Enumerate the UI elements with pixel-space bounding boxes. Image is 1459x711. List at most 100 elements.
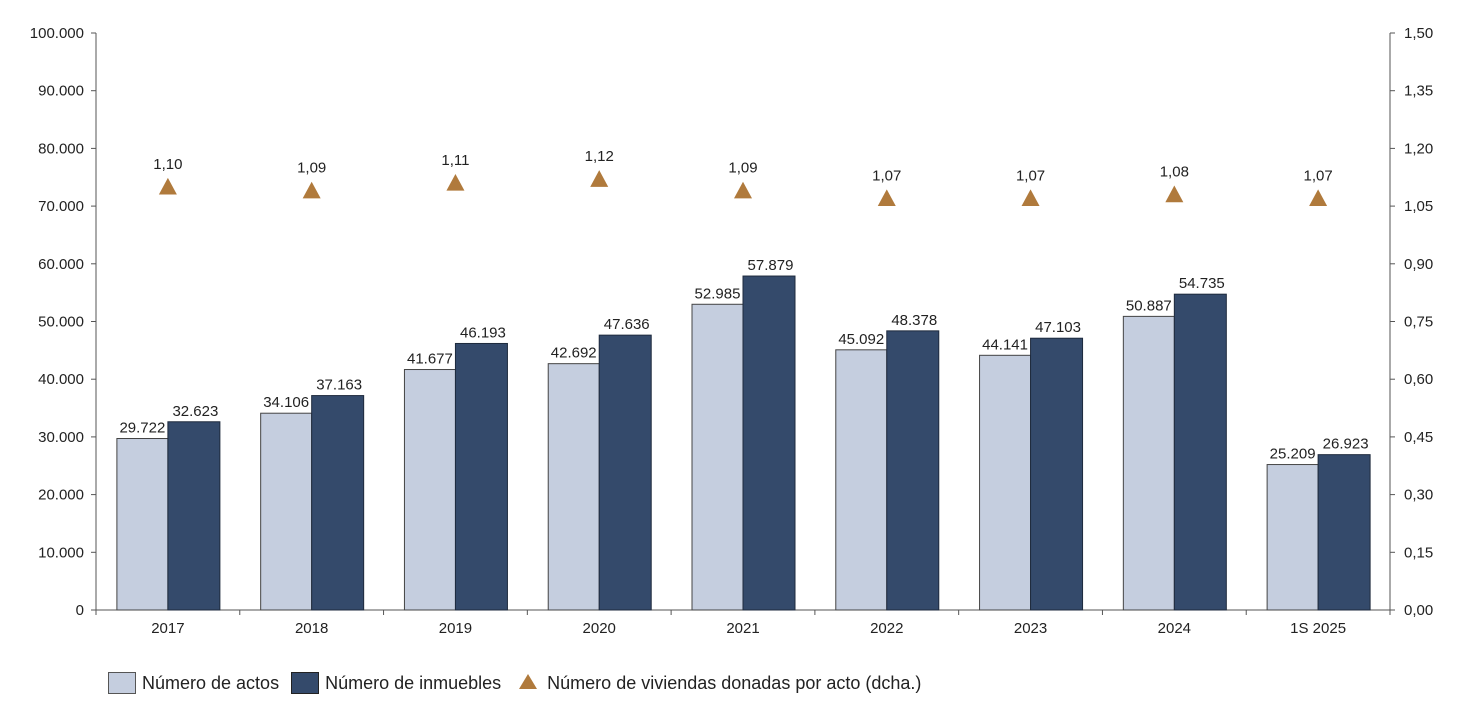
data-label-actos: 41.677 <box>407 351 453 368</box>
marker-viviendas <box>1165 185 1184 203</box>
y-right-tick-label: 1,35 <box>1404 83 1433 100</box>
bar-inmuebles <box>311 395 365 611</box>
legend-swatch-actos <box>108 672 136 694</box>
data-label-inmuebles: 48.378 <box>891 312 937 329</box>
data-label-inmuebles: 32.623 <box>172 403 218 420</box>
markers <box>158 170 1328 207</box>
legend-label-actos: Número de actos <box>142 672 280 693</box>
marker-viviendas <box>1021 189 1040 207</box>
marker-viviendas <box>302 181 321 199</box>
y-right-tick-label: 0,00 <box>1404 602 1433 619</box>
bar-inmuebles <box>886 330 940 611</box>
legend-label-inmuebles: Número de inmuebles <box>325 672 502 693</box>
data-label-viviendas: 1,07 <box>1016 167 1045 184</box>
data-label-viviendas: 1,09 <box>728 160 757 177</box>
bar-inmuebles <box>454 342 508 611</box>
data-label-inmuebles: 47.103 <box>1035 319 1081 336</box>
data-label-viviendas: 1,09 <box>297 160 326 177</box>
x-tick-label: 2019 <box>439 620 472 637</box>
bar-inmuebles <box>167 421 221 611</box>
y-right-tick-label: 1,05 <box>1404 198 1433 215</box>
bar-inmuebles <box>1317 454 1371 611</box>
y-right-tick-label: 1,50 <box>1404 25 1433 42</box>
marker-viviendas <box>877 189 896 207</box>
x-tick-label: 2021 <box>726 620 759 637</box>
y-right-tick-label: 1,20 <box>1404 140 1433 157</box>
data-label-actos: 50.887 <box>1126 297 1172 314</box>
data-label-actos: 25.209 <box>1270 446 1316 463</box>
data-label-inmuebles: 57.879 <box>748 257 794 274</box>
bar-actos <box>403 369 456 611</box>
x-tick-label: 2023 <box>1014 620 1047 637</box>
y-left-tick-label: 90.000 <box>38 83 84 100</box>
bar-actos <box>1122 315 1175 611</box>
data-label-inmuebles: 46.193 <box>460 324 506 341</box>
bar-inmuebles <box>742 275 796 611</box>
marker-viviendas <box>734 181 752 199</box>
y-right-tick-label: 0,60 <box>1404 371 1433 388</box>
legend-label-viviendas: Número de viviendas donadas por acto (dc… <box>547 672 922 693</box>
y-left-tick-label: 20.000 <box>38 487 84 504</box>
combo-bar-chart: 0 10.000 20.000 30.000 40.000 50.000 60.000 70.… <box>30 25 1433 637</box>
marker-viviendas <box>590 170 609 187</box>
data-label-viviendas: 1,08 <box>1160 164 1189 181</box>
legend-item-viviendas[interactable]: Número de viviendas donadas por acto (dc… <box>513 673 921 694</box>
legend-item-inmuebles[interactable]: Número de inmuebles <box>291 672 501 694</box>
data-label-actos: 29.722 <box>119 420 165 437</box>
axes: 0 10.000 20.000 30.000 40.000 50.000 60.000 70.… <box>30 25 1433 637</box>
bar-actos <box>835 349 888 611</box>
data-label-viviendas: 1,10 <box>153 156 182 173</box>
y-right-tick-label: 0,45 <box>1404 429 1433 446</box>
legend: Número de actos Número de inmuebles Núme… <box>108 672 933 694</box>
y-left-tick-label: 40.000 <box>38 371 84 388</box>
triangle-icon <box>519 673 538 689</box>
y-left-tick-label: 60.000 <box>38 256 84 273</box>
data-label-viviendas: 1,12 <box>585 148 614 165</box>
y-right-tick-label: 0,15 <box>1404 544 1433 561</box>
y-left-tick-label: 80.000 <box>38 140 84 157</box>
data-label-actos: 42.692 <box>551 345 597 362</box>
y-right-tick-label: 0,90 <box>1404 256 1433 273</box>
bar-actos <box>547 363 600 611</box>
y-right-tick-label: 0,75 <box>1404 314 1433 331</box>
y-left-tick-label: 100.000 <box>30 25 84 42</box>
bar-actos <box>260 412 313 611</box>
data-label-viviendas: 1,07 <box>1304 167 1333 184</box>
y-left-tick-label: 0 <box>76 602 84 619</box>
bar-inmuebles <box>1173 293 1227 611</box>
legend-item-actos[interactable]: Número de actos <box>108 672 279 694</box>
data-label-actos: 34.106 <box>263 394 309 411</box>
data-label-inmuebles: 37.163 <box>316 377 362 394</box>
data-label-viviendas: 1,11 <box>441 152 469 169</box>
y-right-tick-label: 0,30 <box>1404 487 1433 504</box>
data-label-inmuebles: 54.735 <box>1179 275 1225 292</box>
x-tick-label: 2020 <box>583 620 616 637</box>
bar-actos <box>979 354 1032 611</box>
marker-viviendas <box>446 174 465 191</box>
bar-actos <box>691 303 744 611</box>
bar-inmuebles <box>1030 337 1084 611</box>
marker-viviendas <box>158 177 177 195</box>
y-left-tick-label: 70.000 <box>38 198 84 215</box>
data-label-inmuebles: 26.923 <box>1323 436 1369 453</box>
x-tick-label: 1S 2025 <box>1290 620 1346 637</box>
data-label-actos: 45.092 <box>838 331 884 348</box>
bars <box>116 275 1371 611</box>
y-left-tick-label: 10.000 <box>38 544 84 561</box>
data-label-viviendas: 1,07 <box>872 167 901 184</box>
y-left-tick-label: 30.000 <box>38 429 84 446</box>
x-tick-label: 2018 <box>295 620 328 637</box>
x-tick-label: 2017 <box>151 620 184 637</box>
data-label-actos: 52.985 <box>695 285 741 302</box>
data-label-actos: 44.141 <box>982 336 1028 353</box>
data-labels: 29.722 32.623 1,10 34.106 37.163 1,09 41.677 46… <box>119 148 1368 462</box>
bar-actos <box>116 438 169 611</box>
x-tick-label: 2024 <box>1158 620 1191 637</box>
bar-actos <box>1266 464 1319 611</box>
marker-viviendas <box>1309 189 1328 207</box>
data-label-inmuebles: 47.636 <box>604 316 650 333</box>
bar-inmuebles <box>598 334 652 611</box>
y-left-tick-label: 50.000 <box>38 314 84 331</box>
legend-swatch-inmuebles <box>291 672 320 694</box>
x-tick-label: 2022 <box>870 620 903 637</box>
